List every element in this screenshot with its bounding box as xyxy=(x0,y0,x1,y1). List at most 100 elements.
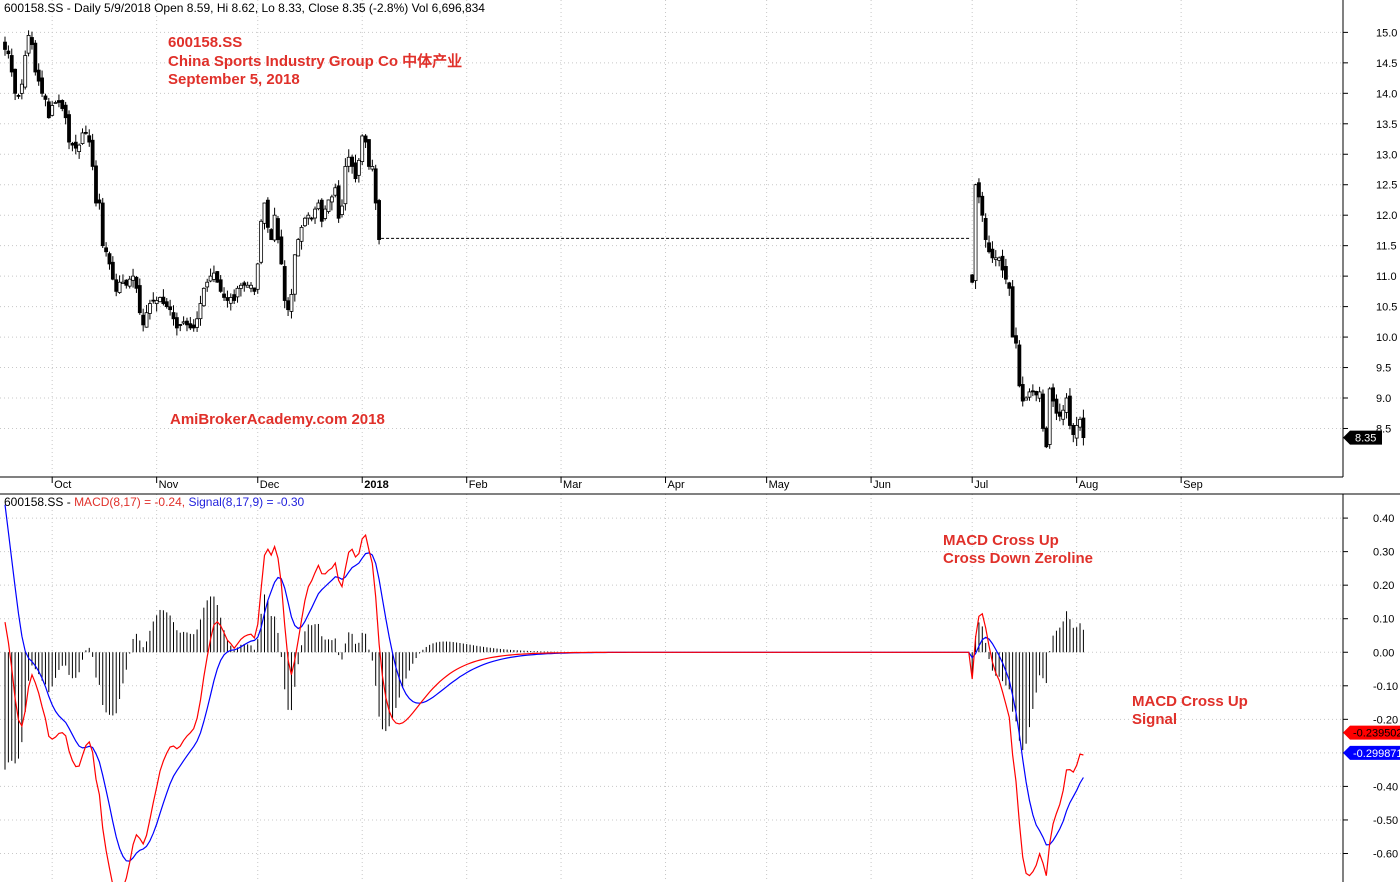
candle-body xyxy=(198,303,203,320)
candle-body xyxy=(90,139,95,167)
candle-body xyxy=(185,320,189,326)
candle-body xyxy=(987,242,991,253)
month-label: Sep xyxy=(1183,479,1203,491)
candle-body xyxy=(983,218,988,240)
candle-body xyxy=(367,139,371,167)
candle-body xyxy=(242,282,247,286)
month-label: Jul xyxy=(974,479,988,491)
candle-body xyxy=(19,83,24,94)
candle-body xyxy=(30,37,34,45)
candle-body xyxy=(1024,397,1029,401)
candle-body xyxy=(151,299,156,302)
macd-y-tick-label: -0.50 xyxy=(1373,815,1398,827)
signal-value-label: -0.299871 xyxy=(1353,748,1400,760)
candle-body xyxy=(313,208,317,219)
candle-body xyxy=(1041,393,1045,429)
macd-value-tag: -0.239502 xyxy=(1343,725,1400,740)
candle-body xyxy=(137,285,142,314)
candle-body xyxy=(188,323,193,329)
candle-body xyxy=(1071,424,1076,435)
candle-body xyxy=(114,279,119,292)
candle-body xyxy=(232,294,237,301)
candle-body xyxy=(87,135,92,143)
macd-header-macd: MACD(8,17) = -0.24, xyxy=(74,495,188,509)
watermark-annotation: AmiBrokerAcademy.com 2018 xyxy=(170,411,385,428)
price-y-tick-label: 11.5 xyxy=(1376,241,1397,253)
macd-y-tick-label: 0.00 xyxy=(1373,647,1394,659)
candle-body xyxy=(222,293,226,298)
month-label: 2018 xyxy=(364,479,388,491)
candle-body xyxy=(121,281,125,285)
candle-body xyxy=(141,314,146,326)
macd-y-tick-label: 0.40 xyxy=(1373,513,1394,525)
price-y-tick-label: 13.5 xyxy=(1376,119,1397,131)
macd-y-tick-label: 0.10 xyxy=(1373,614,1394,626)
month-label: Mar xyxy=(563,479,582,491)
candle-body xyxy=(124,279,129,286)
candle-body xyxy=(1051,387,1055,402)
candle-body xyxy=(1047,388,1052,445)
candle-body xyxy=(134,276,139,289)
candle-body xyxy=(1000,255,1005,271)
candle-body xyxy=(299,226,304,242)
price-y-tick-label: 14.5 xyxy=(1376,58,1397,70)
candle-body xyxy=(107,253,112,265)
candle-body xyxy=(104,247,108,253)
macd-y-tick-label: -0.10 xyxy=(1373,681,1398,693)
cross-signal-annotation-line1: MACD Cross Up xyxy=(1132,693,1248,710)
candle-body xyxy=(970,274,975,283)
cross-zeroline-annotation-line1: MACD Cross Up xyxy=(943,532,1059,549)
candle-body xyxy=(329,196,334,203)
candle-body xyxy=(33,42,38,73)
candle-body xyxy=(70,142,75,146)
candle-body xyxy=(174,317,179,329)
macd-line xyxy=(4,533,1084,882)
price-y-tick-label: 14.0 xyxy=(1376,88,1397,100)
candle-body xyxy=(1068,395,1072,426)
candle-body xyxy=(238,284,243,289)
candle-body xyxy=(269,229,274,240)
candle-body xyxy=(158,297,162,303)
candle-body xyxy=(1061,409,1066,420)
macd-header-signal: Signal(8,17,9) = -0.30 xyxy=(188,495,304,509)
candle-body xyxy=(46,101,51,119)
candle-body xyxy=(9,55,14,73)
candle-body xyxy=(356,159,361,176)
candle-body xyxy=(1014,335,1018,344)
price-y-tick-label: 15.0 xyxy=(1376,27,1397,39)
candle-body xyxy=(131,275,135,281)
candle-body xyxy=(323,208,328,219)
candle-body xyxy=(53,102,58,104)
candle-body xyxy=(340,205,344,216)
candle-body xyxy=(94,165,98,204)
candle-body xyxy=(272,214,277,241)
candle-body xyxy=(282,266,287,301)
candle-body xyxy=(67,114,71,143)
macd-y-tick-label: -0.20 xyxy=(1373,714,1398,726)
candle-body xyxy=(1078,418,1082,428)
company-annotation: China Sports Industry Group Co 中体产业 xyxy=(168,52,462,70)
candle-body xyxy=(215,271,220,283)
candle-body xyxy=(350,156,355,167)
candle-body xyxy=(316,202,321,210)
candle-body xyxy=(26,35,31,54)
month-label: Feb xyxy=(469,479,488,491)
candle-body xyxy=(296,239,301,257)
candle-body xyxy=(333,187,338,196)
candle-body xyxy=(980,195,985,216)
candle-body xyxy=(13,68,18,94)
candle-body xyxy=(259,220,264,263)
macd-pane xyxy=(4,504,1084,882)
macd-header: 600158.SS - MACD(8,17) = -0.24, Signal(8… xyxy=(4,495,305,509)
candle-body xyxy=(279,236,284,265)
candle-body xyxy=(353,162,358,180)
cross-zeroline-annotation-line2: Cross Down Zeroline xyxy=(943,550,1093,567)
candle-body xyxy=(43,95,48,100)
candle-body xyxy=(83,131,88,134)
candle-body xyxy=(235,287,240,298)
candle-body xyxy=(212,272,216,280)
candle-body xyxy=(117,281,122,293)
price-y-tick-label: 9.0 xyxy=(1376,393,1391,405)
